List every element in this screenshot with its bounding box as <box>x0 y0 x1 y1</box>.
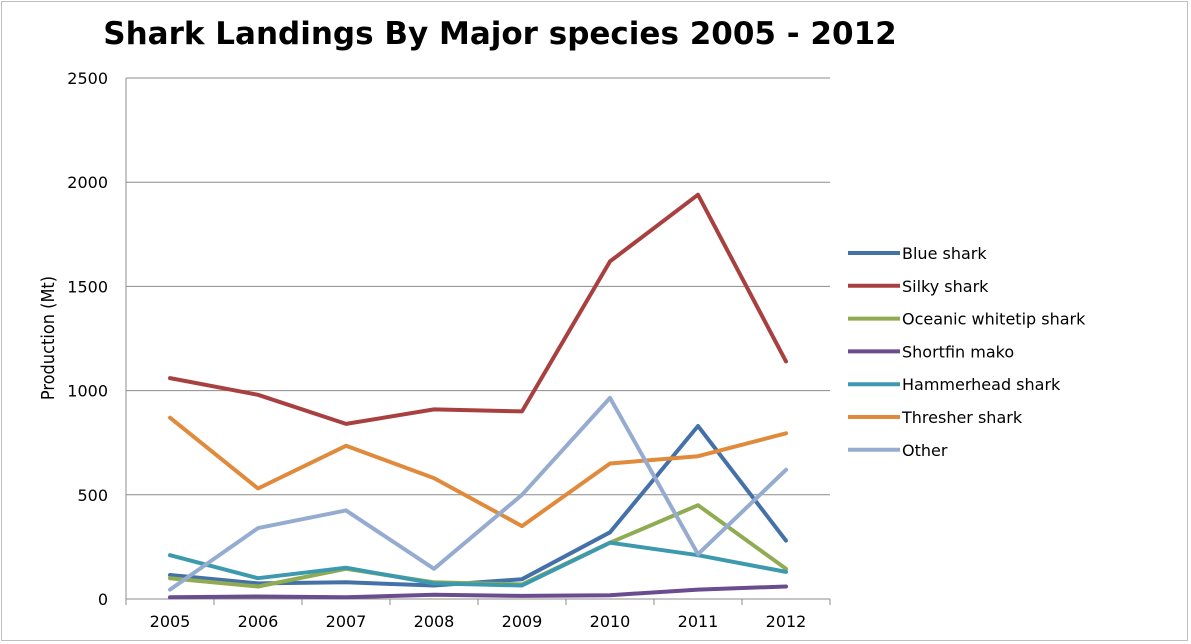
series-line-other <box>168 395 788 592</box>
series-lines <box>168 192 788 600</box>
legend-label-oceanic-whitetip-shark: Oceanic whitetip shark <box>902 310 1086 329</box>
legend-label-hammerhead-shark: Hammerhead shark <box>902 375 1061 394</box>
series-line-shortfin-mako <box>168 584 788 600</box>
legend: Blue shark Silky shark Oceanic whitetip sh… <box>848 244 1086 460</box>
y-tick-label: 2500 <box>67 69 108 88</box>
y-axis-label: Production (Mt) <box>38 276 59 400</box>
y-tick-label: 2000 <box>67 173 108 192</box>
x-tick-label: 2010 <box>590 612 631 631</box>
chart-title: Shark Landings By Major species 2005 - 2… <box>103 16 897 52</box>
x-tick-label: 2008 <box>414 612 455 631</box>
legend-label-blue-shark: Blue shark <box>902 244 987 263</box>
series-line-hammerhead-shark <box>168 540 788 588</box>
x-tick-label: 2011 <box>678 612 719 631</box>
gridlines <box>126 77 830 496</box>
axes: 0 500 1000 1500 2000 2500 2005 2006 2007 2008 2009… <box>67 69 831 631</box>
y-tick-label: 1000 <box>67 382 108 401</box>
series-line-silky-shark <box>168 192 788 426</box>
x-tick-label: 2012 <box>766 612 807 631</box>
x-tick-label: 2005 <box>150 612 191 631</box>
y-tick-label: 0 <box>98 590 108 609</box>
x-tick-label: 2009 <box>502 612 543 631</box>
legend-label-other: Other <box>902 441 948 460</box>
legend-label-shortfin-mako: Shortfin mako <box>902 342 1014 361</box>
x-tick-label: 2006 <box>238 612 279 631</box>
x-tick-label: 2007 <box>326 612 367 631</box>
y-tick-label: 500 <box>77 486 108 505</box>
legend-label-thresher-shark: Thresher shark <box>901 408 1023 427</box>
series-line-thresher-shark <box>168 415 788 529</box>
legend-label-silky-shark: Silky shark <box>902 277 989 296</box>
y-tick-label: 1500 <box>67 277 108 296</box>
